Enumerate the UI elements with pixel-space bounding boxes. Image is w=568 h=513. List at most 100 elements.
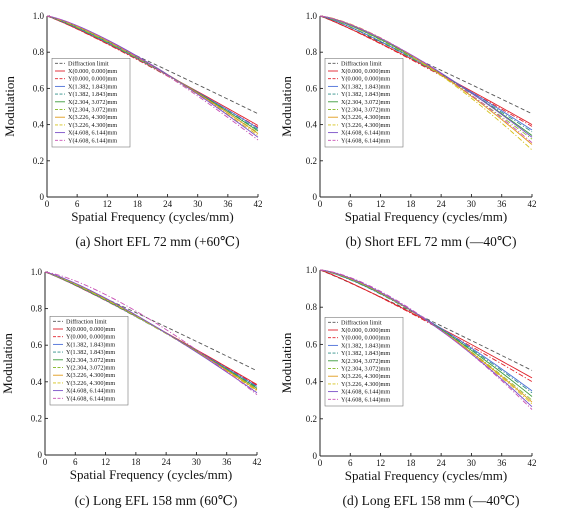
x-tick-label: 42 [254, 199, 263, 209]
panel-caption: (d) Long EFL 158 mm (—40℃) [343, 493, 520, 508]
panel-caption: (b) Short EFL 72 mm (—40℃) [346, 234, 517, 249]
y-tick-label: 0.8 [306, 47, 318, 57]
y-tick-label: 1.0 [306, 11, 318, 21]
y-tick-label: 0 [38, 450, 43, 460]
x-tick-label: 42 [528, 199, 537, 209]
mtf-curve [319, 15, 533, 127]
y-tick-label: 0 [313, 451, 318, 461]
y-axis-title: Modulation [2, 76, 17, 137]
legend-entry: X(2.304, 3.072)mm [66, 357, 115, 364]
x-tick-label: 24 [162, 457, 172, 467]
mtf-curve [44, 271, 258, 388]
x-tick-label: 42 [528, 458, 537, 468]
chart-panel-1: 0 6 12 18 24 30 36 42 0 0.2 0.4 0.6 0.8 1.0 Spatial Fr… [279, 11, 537, 249]
x-tick-label: 12 [376, 458, 385, 468]
legend-entry: Diffraction limit [341, 319, 382, 326]
y-axis-title: Modulation [0, 333, 15, 394]
y-tick-label: 0.4 [33, 120, 45, 130]
legend-entry: Y(1.382, 1.843)mm [341, 91, 390, 98]
x-tick-label: 12 [103, 199, 112, 209]
x-axis-title: Spatial Frequency (cycles/mm) [70, 467, 232, 482]
y-axis-title: Modulation [279, 332, 294, 393]
y-tick-label: 0.2 [306, 156, 317, 166]
x-tick-label: 0 [318, 199, 323, 209]
y-tick-label: 0.4 [306, 120, 318, 130]
legend-entry: X(1.382, 1.843)mm [68, 83, 117, 90]
x-tick-label: 42 [253, 457, 262, 467]
x-tick-label: 0 [318, 458, 323, 468]
legend-entry: Y(2.304, 3.072)mm [68, 107, 117, 114]
legend-entry: X(4.608, 6.144)mm [66, 388, 115, 395]
x-tick-label: 6 [75, 199, 80, 209]
y-tick-label: 1.0 [31, 267, 43, 277]
x-tick-label: 6 [73, 457, 78, 467]
legend-entry: Y(4.608, 6.144)mm [341, 396, 390, 403]
mtf-curve [44, 271, 258, 395]
x-tick-label: 18 [133, 199, 143, 209]
legend-entry: Y(0.000, 0.000)mm [341, 335, 390, 342]
legend-entry: Y(3.226, 4.300)mm [66, 380, 115, 387]
legend-entry: Diffraction limit [341, 60, 382, 67]
y-tick-label: 0.6 [33, 83, 45, 93]
legend-entry: Y(3.226, 4.300)mm [68, 122, 117, 129]
x-tick-label: 30 [192, 457, 202, 467]
x-axis-title: Spatial Frequency (cycles/mm) [71, 209, 233, 224]
y-tick-label: 0.2 [306, 414, 317, 424]
legend-entry: Y(4.608, 6.144)mm [66, 395, 115, 402]
x-tick-label: 12 [376, 199, 385, 209]
y-tick-label: 0 [40, 192, 45, 202]
legend-entry: Y(1.382, 1.843)mm [341, 350, 390, 357]
x-tick-label: 0 [45, 199, 50, 209]
x-tick-label: 6 [348, 458, 353, 468]
y-tick-label: 0.2 [31, 413, 42, 423]
legend-entry: X(3.226, 4.300)mm [66, 372, 115, 379]
legend-entry: X(2.304, 3.072)mm [341, 358, 390, 365]
mtf-curve [46, 15, 259, 131]
y-tick-label: 0 [313, 192, 318, 202]
mtf-curve [319, 269, 533, 410]
x-tick-label: 30 [467, 458, 477, 468]
mtf-curve [319, 269, 533, 401]
legend-entry: X(3.226, 4.300)mm [341, 114, 390, 121]
mtf-curve [319, 15, 533, 144]
x-tick-label: 6 [348, 199, 353, 209]
mtf-curve [44, 271, 258, 392]
mtf-curve [319, 269, 533, 371]
y-tick-label: 1.0 [306, 265, 318, 275]
legend-entry: Y(4.608, 6.144)mm [68, 137, 117, 144]
y-tick-label: 0.2 [33, 156, 44, 166]
x-tick-label: 18 [406, 458, 416, 468]
mtf-curve [319, 269, 533, 408]
x-tick-label: 18 [131, 457, 141, 467]
legend-entry: Y(1.382, 1.843)mm [66, 349, 115, 356]
x-tick-label: 36 [222, 457, 232, 467]
y-tick-label: 1.0 [33, 11, 45, 21]
legend-entry: Y(3.226, 4.300)mm [341, 381, 390, 388]
legend-entry: Y(0.000, 0.000)mm [341, 76, 390, 83]
y-tick-label: 0.6 [306, 83, 318, 93]
legend-entry: Y(2.304, 3.072)mm [341, 107, 390, 114]
panel-caption: (a) Short EFL 72 mm (+60℃) [75, 234, 239, 249]
mtf-curve [46, 15, 259, 138]
legend-entry: X(4.608, 6.144)mm [341, 389, 390, 396]
legend-entry: X(3.226, 4.300)mm [341, 373, 390, 380]
legend-entry: Y(1.382, 1.843)mm [68, 91, 117, 98]
legend-entry: Diffraction limit [68, 60, 109, 67]
mtf-curve [319, 269, 533, 405]
x-tick-label: 24 [163, 199, 173, 209]
x-tick-label: 24 [437, 458, 447, 468]
legend-entry: X(4.608, 6.144)mm [68, 130, 117, 137]
legend-entry: X(0.000, 0.000)mm [66, 326, 115, 333]
y-tick-label: 0.4 [31, 377, 43, 387]
legend-entry: X(0.000, 0.000)mm [341, 327, 390, 334]
mtf-curve [319, 15, 533, 151]
legend-entry: Y(0.000, 0.000)mm [66, 334, 115, 341]
mtf-curve [319, 15, 533, 133]
y-tick-label: 0.8 [306, 302, 318, 312]
x-tick-label: 0 [43, 457, 48, 467]
x-tick-label: 36 [223, 199, 233, 209]
y-tick-label: 0.8 [33, 47, 45, 57]
legend-entry: X(0.000, 0.000)mm [341, 68, 390, 75]
legend-entry: X(2.304, 3.072)mm [341, 99, 390, 106]
